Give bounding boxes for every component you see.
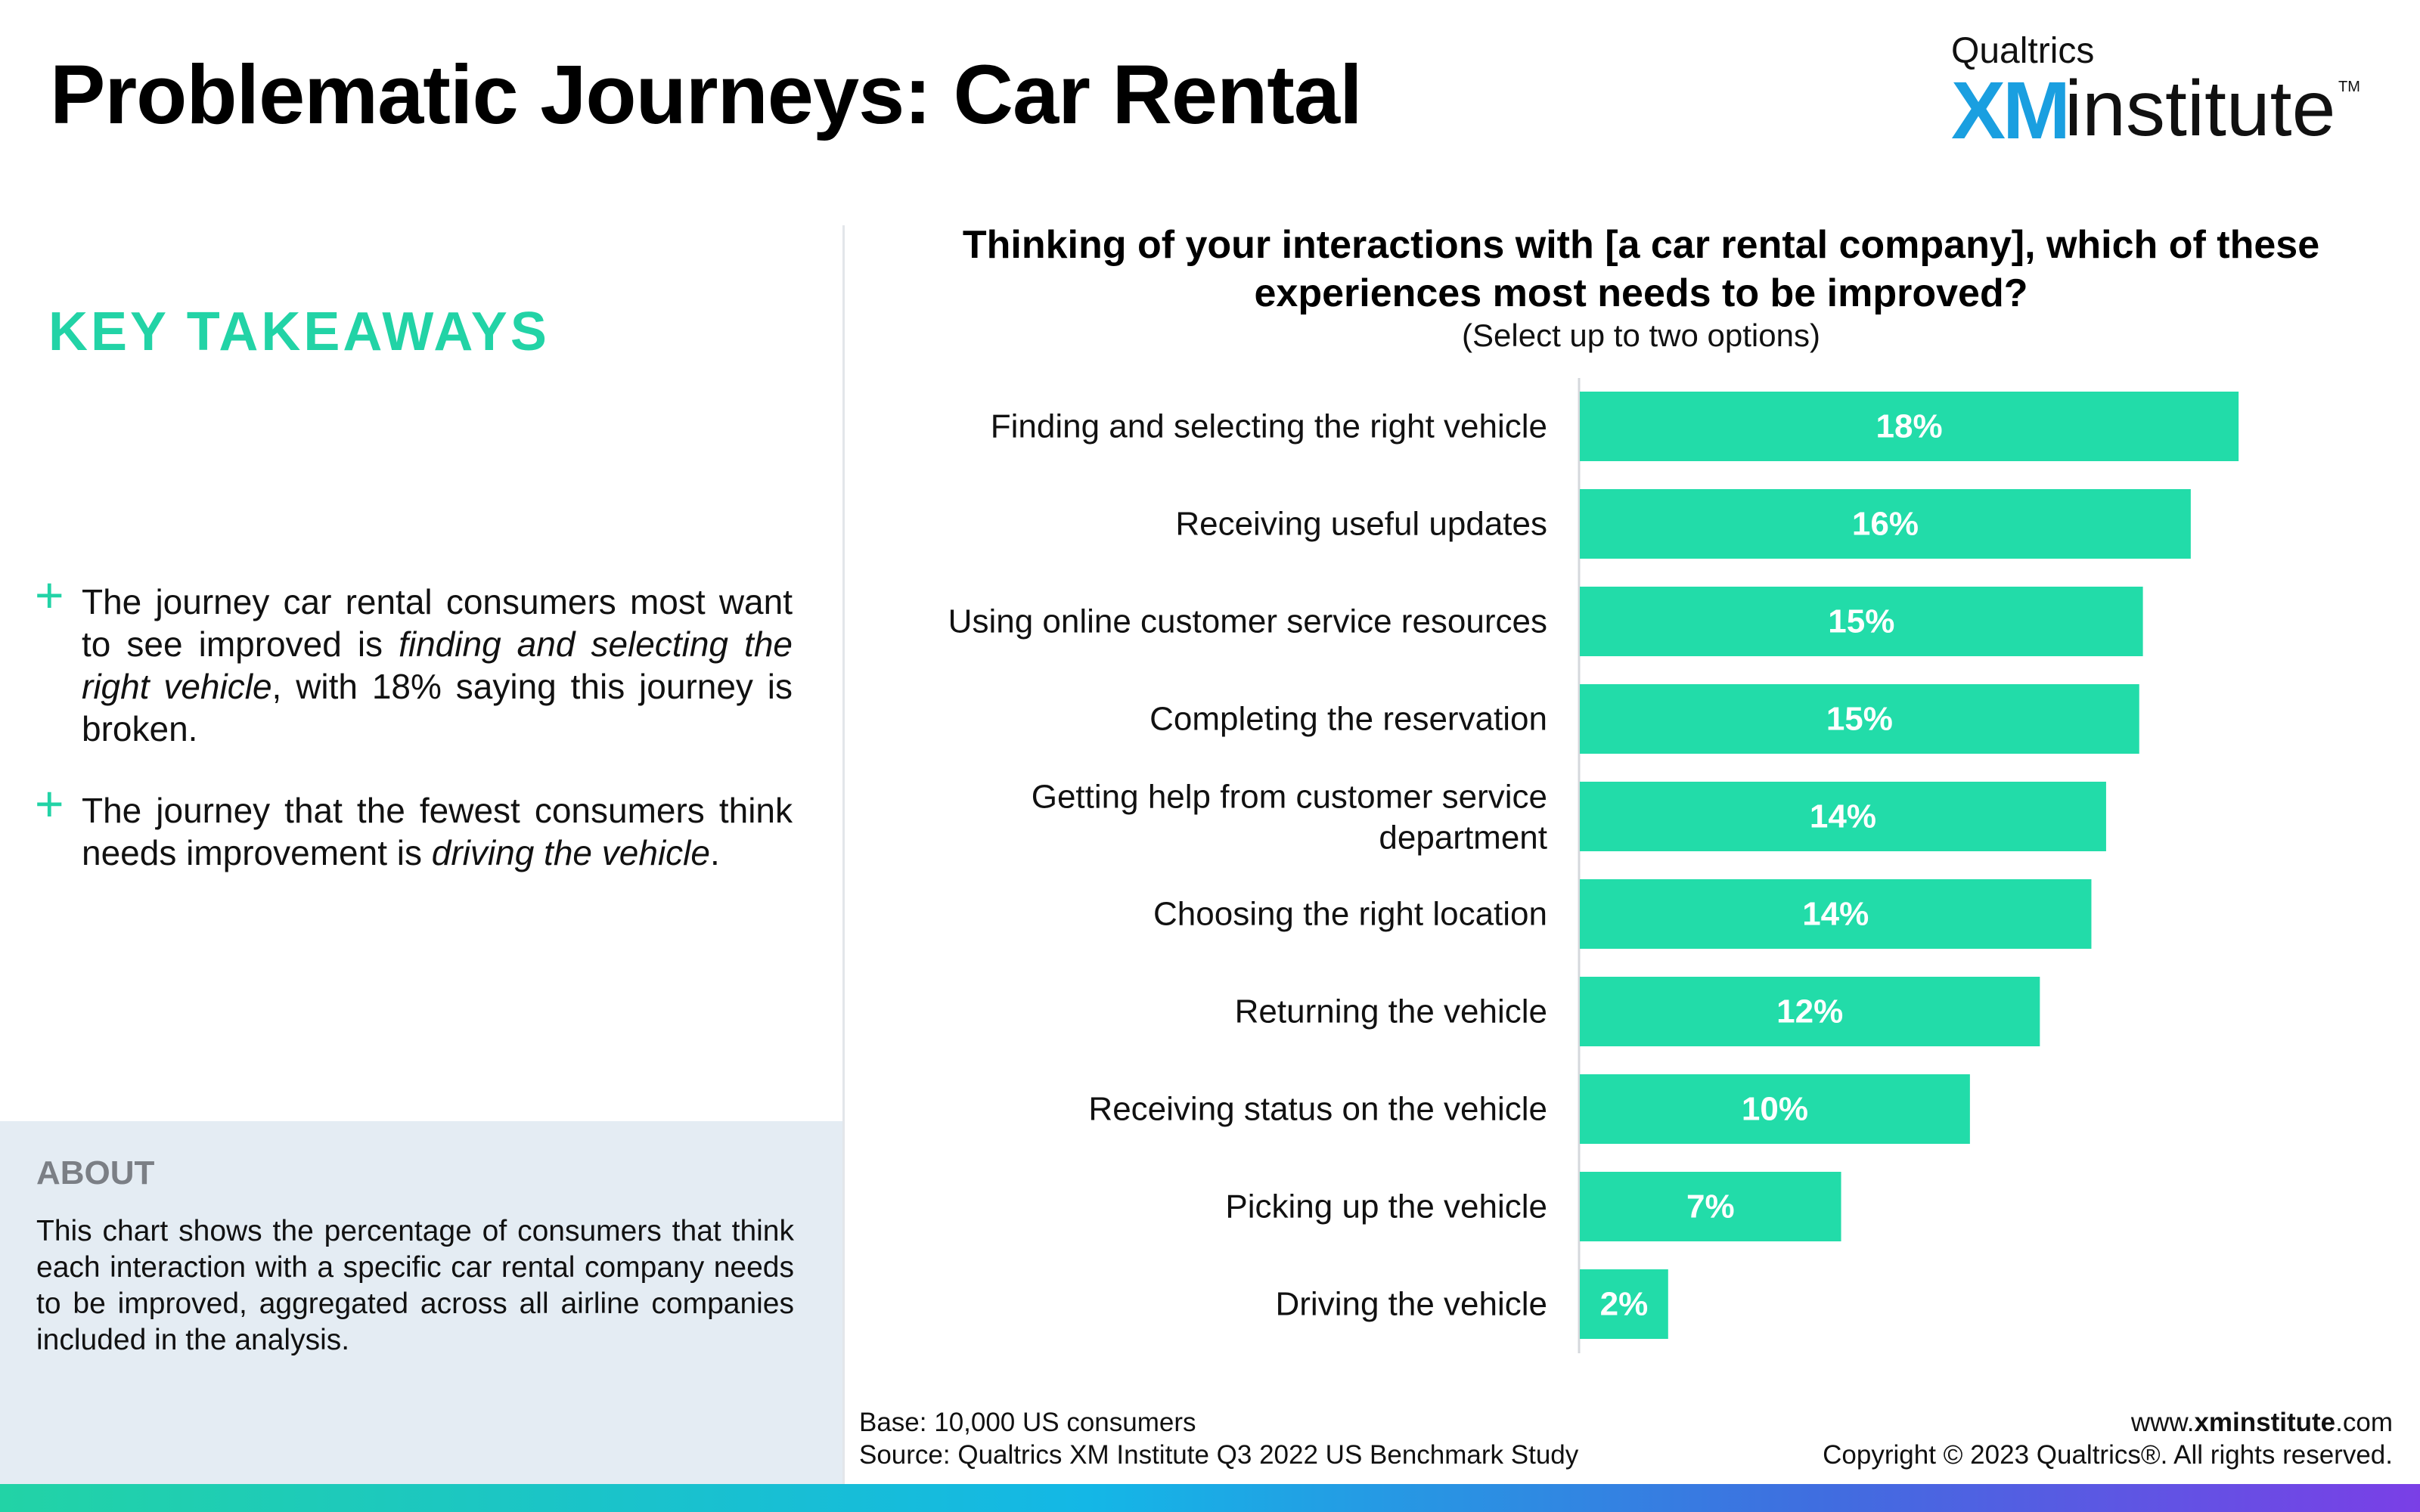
website-link[interactable]: www.xminstitute.com <box>2130 1408 2393 1437</box>
base-note: Base: 10,000 US consumers <box>859 1408 1196 1437</box>
category-label: Picking up the vehicle <box>1225 1188 1547 1225</box>
bar <box>1580 1172 1841 1241</box>
bar <box>1580 879 2092 949</box>
category-label: Driving the vehicle <box>1276 1286 1548 1323</box>
category-label: Using online customer service resources <box>948 603 1547 640</box>
takeaway-emphasis: driving the vehicle <box>431 833 710 872</box>
category-label: Getting help from customer service depart… <box>1032 779 1547 857</box>
about-panel: ABOUT This chart shows the percentage of… <box>0 1121 842 1484</box>
bar <box>1580 489 2191 559</box>
footer-copyright-block: www.xminstitute.com Copyright © 2023 Qua… <box>1823 1406 2393 1471</box>
footer-source-block: Base: 10,000 US consumers Source: Qualtr… <box>859 1406 1578 1471</box>
panel-divider <box>842 225 845 1484</box>
logo-trademark: TM <box>2338 79 2360 95</box>
bar-data-label: 15% <box>1828 603 1894 640</box>
takeaway-emphasis: finding and selecting the right vehicle <box>82 624 793 706</box>
bar-data-label: 2% <box>1600 1286 1649 1323</box>
bar-data-label: 12% <box>1776 993 1843 1030</box>
category-label: Completing the reservation <box>1150 701 1547 738</box>
copyright-text: Copyright © 2023 Qualtrics®. All rights … <box>1823 1440 2393 1470</box>
bar-data-label: 16% <box>1852 506 1919 543</box>
logo-company-text: Qualtrics <box>1951 31 2095 71</box>
bar <box>1580 392 2239 461</box>
plus-icon: + <box>35 776 64 832</box>
bar <box>1580 782 2106 851</box>
takeaway-text: The journey that the fewest consumers th… <box>82 791 793 872</box>
takeaway-text: The journey car rental consumers most wa… <box>82 582 793 748</box>
bar-data-label: 14% <box>1802 896 1869 933</box>
category-label: Returning the vehicle <box>1235 993 1547 1030</box>
plus-icon: + <box>35 567 64 623</box>
category-label: Receiving status on the vehicle <box>1088 1091 1547 1128</box>
bar <box>1580 1074 1970 1144</box>
bar-data-label: 15% <box>1826 701 1893 738</box>
category-label: Receiving useful updates <box>1175 506 1547 543</box>
bar <box>1580 684 2139 754</box>
bar <box>1580 977 2040 1046</box>
page-title: Problematic Journeys: Car Rental <box>50 48 1363 141</box>
logo-institute-text: institute <box>2065 65 2336 153</box>
category-label: Finding and selecting the right vehicle <box>991 408 1547 445</box>
about-text: This chart shows the percentage of consu… <box>36 1215 794 1356</box>
bar <box>1580 1269 1668 1339</box>
bar-data-label: 14% <box>1810 798 1876 835</box>
gradient-footer-bar <box>0 1484 2420 1512</box>
source-note: Source: Qualtrics XM Institute Q3 2022 U… <box>859 1440 1579 1470</box>
bar-data-label: 10% <box>1742 1091 1808 1128</box>
bar <box>1580 587 2143 656</box>
about-heading: ABOUT <box>36 1154 155 1191</box>
chart-subtitle: (Select up to two options) <box>1462 318 1820 353</box>
chart-title: Thinking of your interactions with [a ca… <box>962 223 2320 315</box>
key-takeaways-heading: KEY TAKEAWAYS <box>48 302 550 362</box>
logo-xm-text: XM <box>1951 64 2071 156</box>
takeaway-item: + The journey that the fewest consumers … <box>35 779 793 874</box>
bar-data-label: 18% <box>1876 408 1943 445</box>
takeaway-item: + The journey car rental consumers most … <box>35 570 793 750</box>
qualtrics-xm-institute-logo: Qualtrics XM institute TM <box>1951 30 2360 151</box>
bar-data-label: 7% <box>1686 1188 1735 1225</box>
category-label: Choosing the right location <box>1153 896 1547 933</box>
